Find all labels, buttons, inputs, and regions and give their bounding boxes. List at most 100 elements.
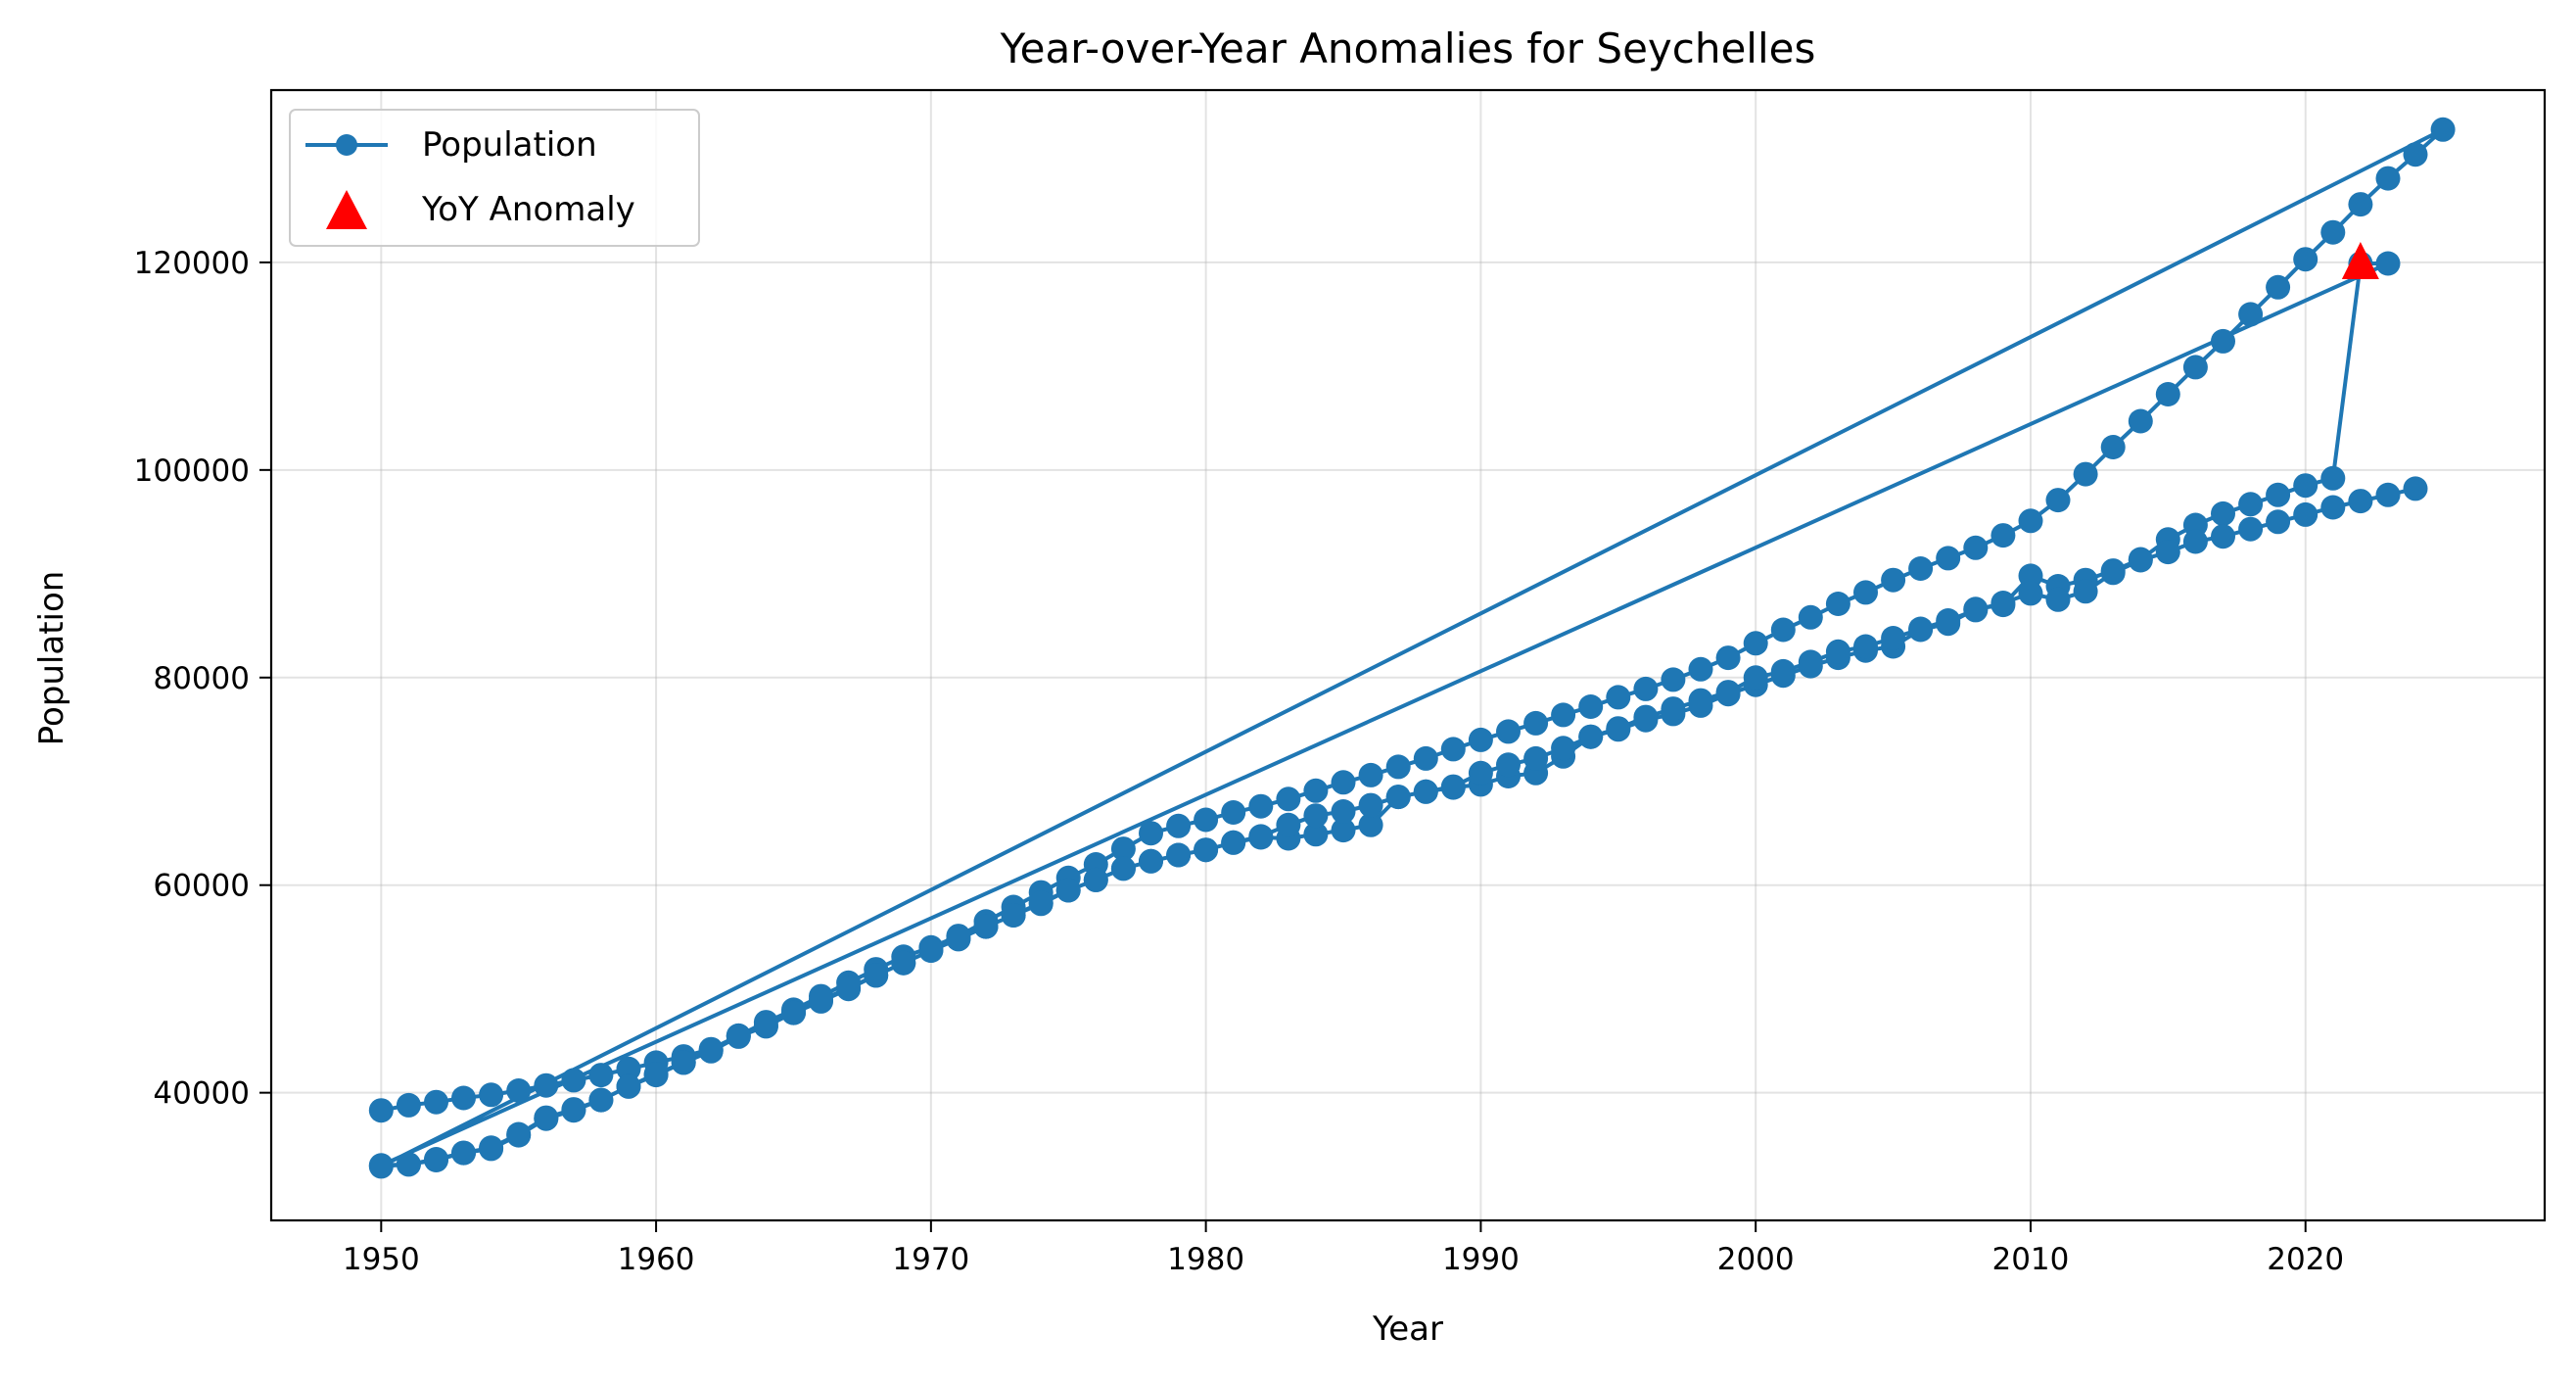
population-point xyxy=(1523,710,1549,736)
population-point xyxy=(1001,903,1026,928)
legend-anomaly-label: YoY Anomaly xyxy=(421,190,635,229)
population-point xyxy=(2045,587,2071,612)
y-tick-label: 40000 xyxy=(153,1076,250,1112)
population-point xyxy=(1633,676,1659,701)
population-point xyxy=(1358,812,1383,837)
population-point xyxy=(2266,509,2291,535)
population-point xyxy=(1661,696,1686,722)
population-point xyxy=(1908,556,1934,581)
population-point xyxy=(946,927,971,952)
population-point xyxy=(1853,580,1878,605)
population-point xyxy=(1963,535,1989,560)
population-point xyxy=(1853,634,1878,659)
population-point xyxy=(561,1068,586,1093)
y-axis-label: Population xyxy=(32,571,71,746)
x-tick-label: 1960 xyxy=(618,1242,695,1277)
population-point xyxy=(2128,548,2153,573)
population-point xyxy=(2403,142,2428,167)
legend: Population YoY Anomaly xyxy=(289,109,700,247)
population-point xyxy=(2238,492,2264,517)
y-tick-label: 120000 xyxy=(134,246,250,281)
population-point xyxy=(2375,166,2401,191)
population-point xyxy=(1963,597,1989,623)
legend-anomaly-marker xyxy=(326,190,367,229)
population-point xyxy=(2266,482,2291,507)
population-point xyxy=(1110,836,1136,862)
population-point xyxy=(1551,702,1576,728)
population-point xyxy=(2155,382,2180,406)
population-point xyxy=(1825,639,1850,664)
population-point xyxy=(424,1089,448,1115)
population-point xyxy=(1991,591,2016,615)
x-tick-label: 2010 xyxy=(1991,1242,2069,1277)
population-point xyxy=(2375,251,2401,276)
legend-population-label: Population xyxy=(422,125,597,165)
y-tick-label: 80000 xyxy=(153,661,250,696)
population-point xyxy=(1331,770,1356,795)
population-point xyxy=(1468,760,1493,786)
population-point xyxy=(2293,473,2318,499)
population-point xyxy=(396,1092,421,1118)
population-point xyxy=(1496,752,1521,778)
population-point xyxy=(1523,745,1549,771)
population-point xyxy=(864,963,889,988)
population-point xyxy=(2238,302,2264,327)
population-point xyxy=(2182,355,2208,380)
population-point xyxy=(1440,737,1466,762)
population-point xyxy=(2375,482,2401,507)
axis-ticks: 1950 1960 1970 1980 1990 2000 2010 2020 40000 600… xyxy=(134,246,2345,1277)
population-point xyxy=(2293,501,2318,527)
population-point xyxy=(1881,567,1906,593)
population-point xyxy=(2045,488,2071,513)
population-point xyxy=(1688,688,1713,713)
x-tick-label: 1970 xyxy=(892,1242,969,1277)
population-point xyxy=(1496,719,1521,744)
x-tick-label: 1950 xyxy=(343,1242,420,1277)
population-point xyxy=(1303,822,1329,847)
legend-box xyxy=(289,109,700,247)
population-point xyxy=(1743,631,1768,656)
population-point xyxy=(1798,649,1823,675)
population-point xyxy=(588,1063,614,1088)
population-point xyxy=(616,1056,641,1081)
population-point xyxy=(451,1140,476,1166)
population-point xyxy=(1688,656,1713,682)
population-point xyxy=(534,1072,559,1098)
population-point xyxy=(1166,842,1192,868)
population-point xyxy=(2211,500,2235,526)
population-point xyxy=(1798,604,1823,630)
population-point xyxy=(1551,736,1576,761)
x-tick-label: 2020 xyxy=(2267,1242,2344,1277)
population-point xyxy=(1385,785,1411,810)
population-point xyxy=(1991,523,2016,548)
population-point xyxy=(1055,878,1081,903)
population-point xyxy=(809,987,833,1013)
population-point xyxy=(1358,762,1383,787)
x-axis-label: Year xyxy=(1372,1310,1443,1349)
population-line xyxy=(379,127,2446,1168)
population-point xyxy=(1413,745,1438,771)
population-point xyxy=(1221,800,1246,825)
population-point xyxy=(698,1037,724,1063)
population-point xyxy=(1715,645,1741,671)
anomaly-markers xyxy=(2341,241,2379,279)
population-point xyxy=(1715,680,1741,705)
population-point xyxy=(1194,837,1219,863)
population-point xyxy=(1385,754,1411,780)
x-tick-label: 2000 xyxy=(1717,1242,1795,1277)
population-point xyxy=(2073,461,2098,487)
population-point xyxy=(1936,608,1961,633)
population-point xyxy=(2238,516,2264,542)
population-point xyxy=(2128,408,2153,434)
population-point xyxy=(1413,779,1438,804)
population-point xyxy=(1331,818,1356,843)
population-point xyxy=(1578,724,1604,749)
population-point xyxy=(1440,774,1466,799)
population-point xyxy=(1770,617,1796,643)
population-point xyxy=(2348,192,2373,217)
population-point xyxy=(2100,560,2126,586)
population-point xyxy=(891,950,916,976)
population-point xyxy=(588,1087,614,1113)
population-point xyxy=(1248,824,1274,849)
